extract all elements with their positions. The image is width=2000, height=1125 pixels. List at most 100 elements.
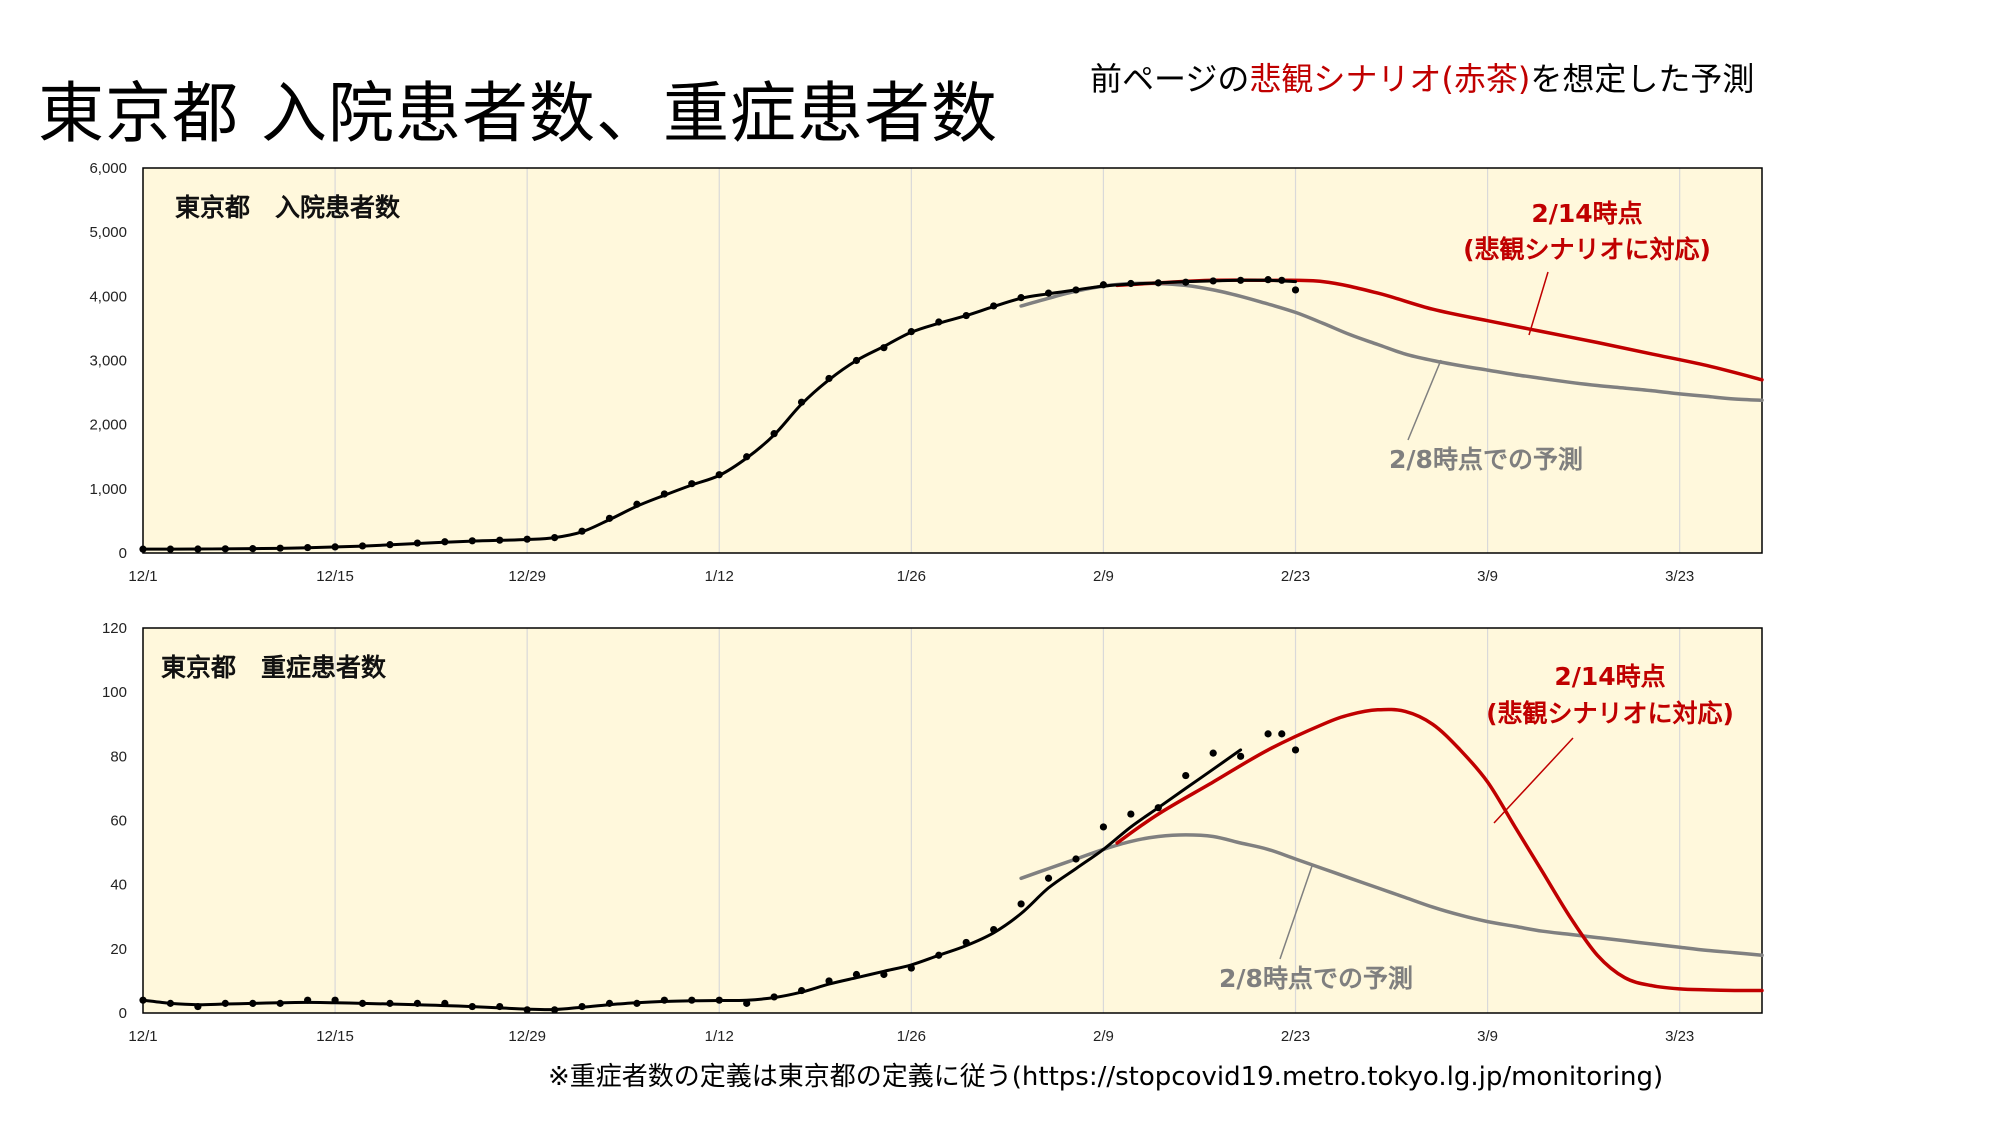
- data-point: [331, 543, 339, 551]
- data-point: [770, 993, 778, 1001]
- y-tick-label: 100: [102, 684, 127, 701]
- data-point: [276, 999, 284, 1007]
- y-tick-label: 80: [110, 748, 127, 765]
- data-point: [1209, 749, 1217, 757]
- data-point: [660, 996, 668, 1004]
- y-tick-label: 0: [119, 545, 127, 562]
- annotation-leader-gray: [1407, 359, 1442, 441]
- data-point: [468, 537, 476, 545]
- data-point: [551, 534, 559, 542]
- data-point: [852, 356, 861, 365]
- y-tick-label: 3,000: [89, 353, 127, 370]
- data-point: [743, 999, 751, 1007]
- data-point: [935, 951, 943, 959]
- data-point: [496, 536, 504, 544]
- data-point: [797, 986, 806, 995]
- hospitalized-chart: 12/1 12/15 12/29 1/12 1/26 2/9 2/23 3/9 3/23 0 1,0…: [0, 150, 2000, 590]
- data-point: [1154, 804, 1162, 812]
- data-point: [578, 1002, 586, 1011]
- data-point: [139, 545, 147, 553]
- data-point: [413, 999, 422, 1007]
- data-point: [1291, 746, 1300, 754]
- data-point: [688, 996, 696, 1004]
- data-point: [1182, 278, 1190, 286]
- annotation-forecast-0214-note: (悲観シナリオに対応): [1486, 699, 1734, 728]
- data-point: [166, 545, 175, 553]
- data-point: [1099, 823, 1108, 831]
- data-point: [441, 999, 449, 1007]
- forecast-0214-line: [1115, 707, 1764, 993]
- data-point: [1182, 771, 1190, 780]
- data-point: [331, 996, 339, 1004]
- data-point: [715, 471, 723, 479]
- data-point: [1017, 294, 1025, 302]
- data-point: [880, 344, 888, 352]
- plot-border: [142, 627, 1763, 1014]
- data-point: [907, 328, 915, 336]
- y-tick-label: 6,000: [89, 160, 127, 177]
- data-point: [304, 996, 312, 1004]
- y-tick-label: 0: [119, 1005, 127, 1022]
- annotation-leader-red: [1493, 737, 1574, 824]
- x-tick-label: 3/23: [1665, 568, 1694, 585]
- hospitalized-chart-svg: 12/1 12/15 12/29 1/12 1/26 2/9 2/23 3/9 3/23 0 1,0…: [89, 160, 1764, 585]
- data-point: [1291, 286, 1300, 294]
- data-point: [221, 999, 229, 1007]
- data-point: [249, 545, 257, 553]
- data-point: [386, 999, 394, 1007]
- data-point: [1154, 279, 1162, 287]
- data-point: [523, 535, 531, 543]
- data-point: [1072, 855, 1080, 863]
- data-point: [358, 542, 367, 550]
- data-point: [715, 996, 723, 1004]
- y-tick-label: 20: [110, 941, 127, 958]
- data-point: [935, 318, 943, 326]
- data-point: [1127, 810, 1135, 818]
- data-point: [1127, 279, 1135, 288]
- data-point: [166, 999, 175, 1007]
- annotation-forecast-0214: 2/14時点: [1554, 662, 1665, 691]
- x-tick-label: 3/9: [1477, 1028, 1498, 1045]
- annotation-forecast-0214-note: (悲観シナリオに対応): [1463, 235, 1711, 264]
- annotation-forecast-0208: 2/8時点での予測: [1389, 445, 1583, 474]
- severe-chart: 12/1 12/15 12/29 1/12 1/26 2/9 2/23 3/9 3/23 0 20 4…: [0, 610, 2000, 1050]
- y-tick-label: 4,000: [89, 288, 127, 305]
- x-tick-label: 12/29: [508, 568, 546, 585]
- data-point: [1264, 730, 1272, 738]
- x-tick-label: 3/9: [1477, 568, 1498, 585]
- plot-area: [143, 168, 1762, 553]
- x-tick-label: 2/9: [1093, 568, 1114, 585]
- data-point: [990, 302, 998, 310]
- data-point: [962, 311, 970, 320]
- y-tick-label: 1,000: [89, 481, 127, 498]
- data-point: [441, 538, 449, 546]
- data-point: [523, 1006, 531, 1014]
- x-tick-label: 12/1: [128, 568, 157, 585]
- data-point: [1099, 281, 1108, 289]
- data-point: [1264, 276, 1272, 284]
- data-point: [496, 1002, 504, 1011]
- x-tick-label: 1/26: [897, 568, 926, 585]
- plot-border: [142, 167, 1763, 554]
- panel-label: 東京都 入院患者数: [175, 193, 401, 222]
- data-point: [194, 545, 202, 553]
- y-tick-label: 120: [102, 620, 127, 637]
- data-point: [413, 539, 422, 547]
- data-point: [633, 500, 641, 508]
- data-point: [743, 453, 751, 461]
- panel-label: 東京都 重症患者数: [161, 653, 387, 682]
- page-subtitle: 前ページの悲観シナリオ(赤茶)を想定した予測: [1090, 54, 1754, 100]
- data-point: [605, 514, 614, 522]
- y-tick-label: 2,000: [89, 417, 127, 434]
- data-point: [276, 544, 284, 552]
- severe-chart-svg: 12/1 12/15 12/29 1/12 1/26 2/9 2/23 3/9 3/23 0 20 4…: [102, 620, 1764, 1045]
- data-point: [825, 977, 833, 985]
- data-point: [880, 970, 888, 979]
- x-tick-label: 12/15: [316, 568, 354, 585]
- subtitle-prefix: 前ページの: [1090, 60, 1250, 98]
- data-point: [468, 1002, 476, 1011]
- data-point: [1072, 286, 1080, 294]
- data-point: [1278, 276, 1286, 284]
- data-point: [1278, 730, 1286, 738]
- x-tick-label: 1/12: [705, 1028, 734, 1045]
